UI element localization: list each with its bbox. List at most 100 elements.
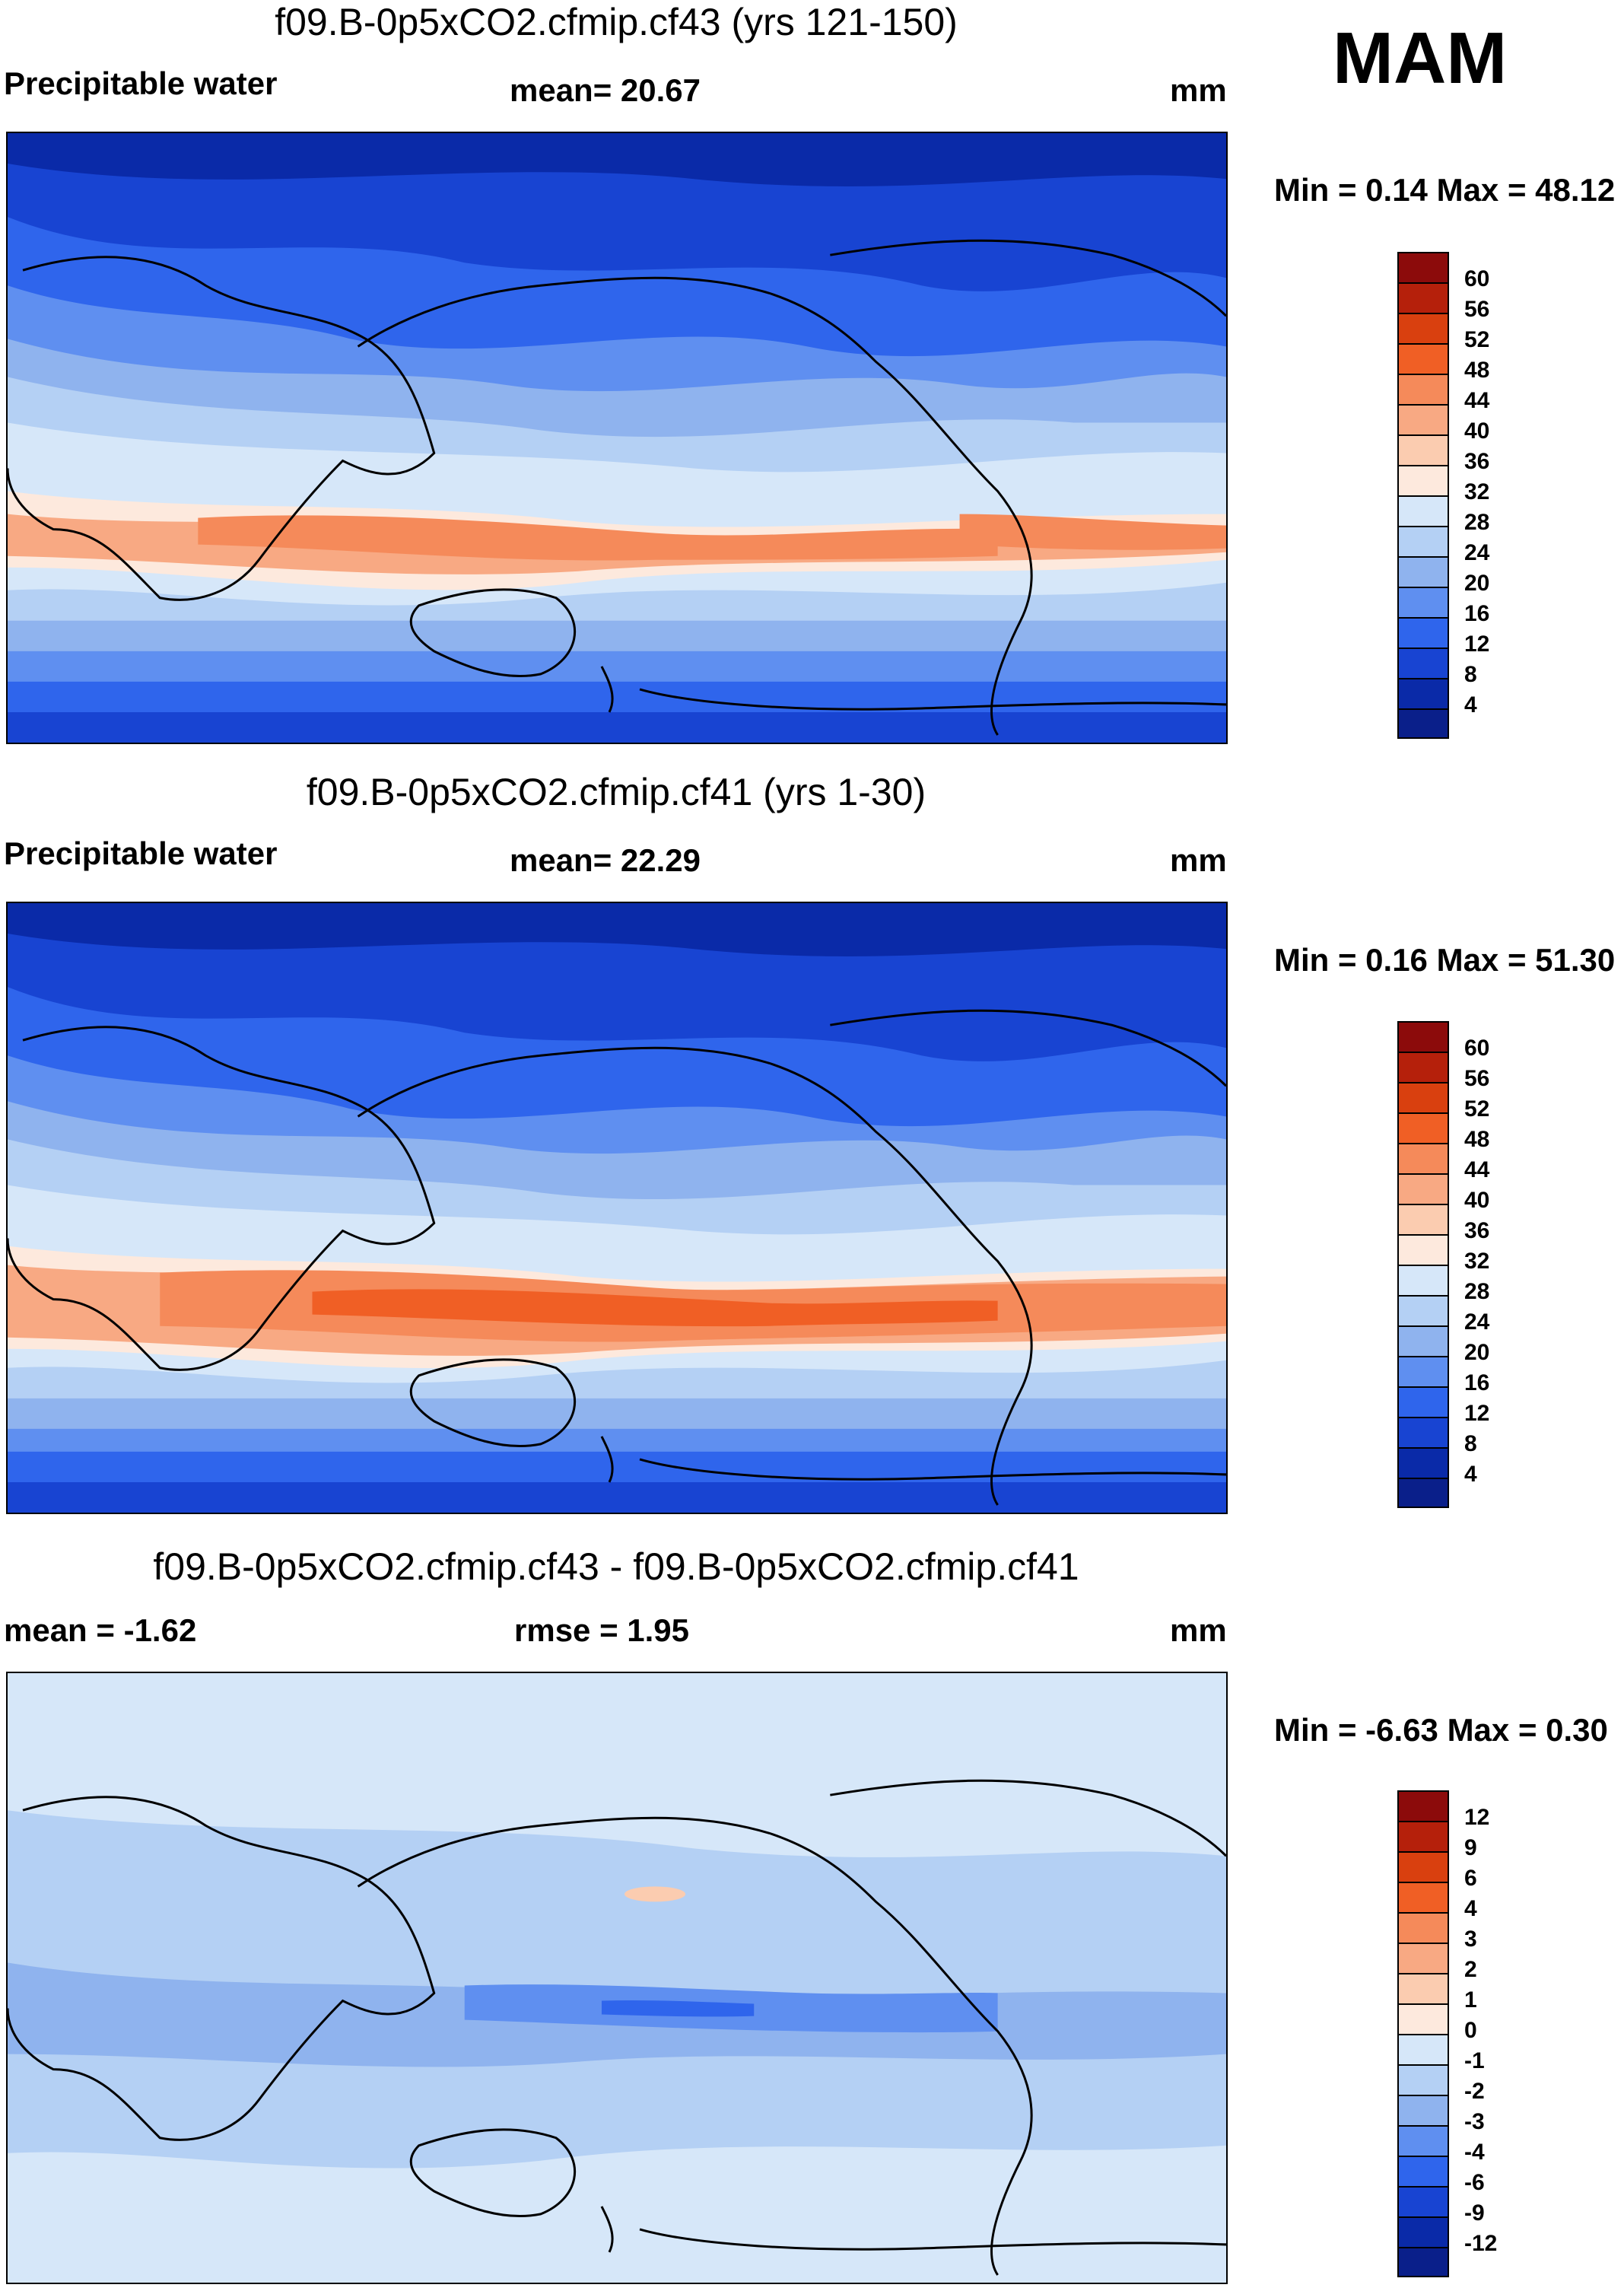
panel-1-colorbar-swatch (1397, 252, 1449, 282)
panel-2-map-svg (8, 903, 1226, 1513)
panel-2-title: f09.B-0p5xCO2.cfmip.cf41 (yrs 1-30) (306, 771, 926, 813)
panel-2-colorbar-tick: 16 (1464, 1370, 1490, 1395)
panel-1-colorbar-swatch (1397, 678, 1449, 708)
panel-3-colorbar-tick: 6 (1464, 1866, 1477, 1891)
panel-1-colorbar-swatch (1397, 282, 1449, 313)
panel-1-variable-label: Precipitable water (4, 65, 278, 101)
panel-3-colorbar-swatch (1397, 2095, 1449, 2125)
panel-3-colorbar-tick: -3 (1464, 2109, 1485, 2134)
season-label: MAM (1333, 18, 1508, 99)
panel-3-colorbar-tick: -9 (1464, 2200, 1485, 2226)
panel-1-mean: mean= 20.67 (510, 72, 701, 108)
panel-1-units: mm (1170, 72, 1227, 108)
panel-1-colorbar-tick: 4 (1464, 692, 1477, 718)
panel-2-units: mm (1170, 842, 1227, 878)
panel-2-colorbar-tick: 12 (1464, 1401, 1490, 1426)
panel-2-colorbar-tick: 48 (1464, 1127, 1490, 1152)
panel-2-colorbar-tick: 36 (1464, 1218, 1490, 1243)
panel-3-colorbar-swatch (1397, 2247, 1449, 2277)
panel-1-colorbar-tick: 32 (1464, 479, 1490, 504)
panel-3-colorbar-tick: -1 (1464, 2048, 1485, 2073)
panel-3-colorbar-swatch (1397, 2156, 1449, 2186)
panel-3-colorbar-swatch (1397, 2216, 1449, 2247)
panel-2-colorbar-tick: 8 (1464, 1431, 1477, 1456)
panel-2-colorbar-swatch (1397, 1386, 1449, 1417)
panel-1-map-svg (8, 133, 1226, 743)
panel-3-colorbar-swatch (1397, 1821, 1449, 1851)
panel-3-colorbar-tick: 3 (1464, 1927, 1477, 1952)
panel-2-colorbar-tick: 44 (1464, 1157, 1490, 1182)
panel-2-colorbar-swatch (1397, 1173, 1449, 1204)
panel-2-colorbar-swatch (1397, 1265, 1449, 1295)
panel-2-colorbar-tick: 32 (1464, 1249, 1490, 1274)
panel-3-colorbar-swatch (1397, 1851, 1449, 1882)
panel-3-colorbar-tick: -12 (1464, 2231, 1498, 2256)
panel-3-colorbar-tick: -6 (1464, 2170, 1485, 2195)
panel-2-minmax: Min = 0.16 Max = 51.30 (1274, 942, 1616, 978)
panel-2-colorbar-swatch (1397, 1082, 1449, 1112)
panel-1-colorbar-tick: 16 (1464, 601, 1490, 626)
panel-1-colorbar-swatch (1397, 374, 1449, 404)
panel-1-colorbar-tick: 8 (1464, 662, 1477, 687)
panel-2-colorbar-swatch (1397, 1021, 1449, 1052)
panel-1-minmax: Min = 0.14 Max = 48.12 (1274, 172, 1616, 208)
panel-3-colorbar-swatch (1397, 2125, 1449, 2156)
panel-2-colorbar-tick: 56 (1464, 1066, 1490, 1091)
panel-3-colorbar-swatch (1397, 2064, 1449, 2095)
panel-3-colorbar-tick: 12 (1464, 1805, 1490, 1830)
panel-3-colorbar-tick: 4 (1464, 1896, 1477, 1921)
panel-1-title: f09.B-0p5xCO2.cfmip.cf43 (yrs 121-150) (275, 1, 958, 43)
panel-3-colorbar-swatch (1397, 2003, 1449, 2034)
panel-1-colorbar-swatch (1397, 434, 1449, 465)
panel-3-mean: mean = -1.62 (4, 1612, 197, 1648)
panel-1-colorbar-swatch (1397, 617, 1449, 648)
panel-1-colorbar-swatch (1397, 313, 1449, 343)
panel-1-colorbar-tick: 24 (1464, 540, 1490, 565)
panel-1-colorbar-swatch (1397, 404, 1449, 434)
panel-3-colorbar-swatch (1397, 1943, 1449, 1973)
panel-1-colorbar-tick: 36 (1464, 449, 1490, 474)
panel-2-colorbar-swatch (1397, 1295, 1449, 1325)
panel-3-minmax: Min = -6.63 Max = 0.30 (1274, 1712, 1608, 1748)
panel-2-map (6, 902, 1228, 1514)
panel-2-colorbar-swatch (1397, 1204, 1449, 1234)
panel-3-units: mm (1170, 1612, 1227, 1648)
panel-2-mean: mean= 22.29 (510, 842, 701, 878)
panel-1-colorbar-tick: 12 (1464, 632, 1490, 657)
panel-3-colorbar-tick: 2 (1464, 1957, 1477, 1982)
panel-1-colorbar-tick: 44 (1464, 388, 1490, 413)
panel-2-colorbar-tick: 28 (1464, 1279, 1490, 1304)
panel-2-colorbar-tick: 60 (1464, 1036, 1490, 1061)
panel-1-colorbar-tick: 60 (1464, 266, 1490, 291)
panel-1-colorbar-tick: 40 (1464, 418, 1490, 444)
panel-3-title: f09.B-0p5xCO2.cfmip.cf43 - f09.B-0p5xCO2… (153, 1545, 1079, 1588)
panel-1-colorbar-swatch (1397, 343, 1449, 374)
panel-3-map (6, 1672, 1228, 2284)
panel-1-colorbar-swatch (1397, 708, 1449, 739)
panel-3-colorbar-swatch (1397, 1973, 1449, 2003)
panel-1-colorbar-swatch (1397, 648, 1449, 678)
panel-1-colorbar-tick: 56 (1464, 297, 1490, 322)
panel-2-colorbar-tick: 24 (1464, 1309, 1490, 1335)
panel-3-colorbar-swatch (1397, 2034, 1449, 2064)
panel-2-colorbar-tick: 20 (1464, 1340, 1490, 1365)
panel-3-colorbar-swatch (1397, 2186, 1449, 2216)
panel-3-rmse: rmse = 1.95 (514, 1612, 690, 1648)
panel-1-colorbar-tick: 20 (1464, 571, 1490, 596)
panel-1-colorbar-tick: 28 (1464, 510, 1490, 535)
panel-2-colorbar-swatch (1397, 1052, 1449, 1082)
panel-3-colorbar-swatch (1397, 1912, 1449, 1943)
panel-2-colorbar-swatch (1397, 1112, 1449, 1143)
panel-2-colorbar-swatch (1397, 1325, 1449, 1356)
panel-3-colorbar-tick: 0 (1464, 2018, 1477, 2043)
panel-2-colorbar-swatch (1397, 1417, 1449, 1447)
panel-3-colorbar-tick: 9 (1464, 1835, 1477, 1860)
panel-2-colorbar-swatch (1397, 1234, 1449, 1265)
panel-2-colorbar-tick: 52 (1464, 1096, 1490, 1122)
panel-2-colorbar-swatch (1397, 1447, 1449, 1478)
panel-1-colorbar-swatch (1397, 465, 1449, 495)
panel-2-colorbar-swatch (1397, 1478, 1449, 1508)
panel-1-colorbar-swatch (1397, 556, 1449, 587)
panel-3-map-svg (8, 1673, 1226, 2283)
panel-2-colorbar-swatch (1397, 1356, 1449, 1386)
